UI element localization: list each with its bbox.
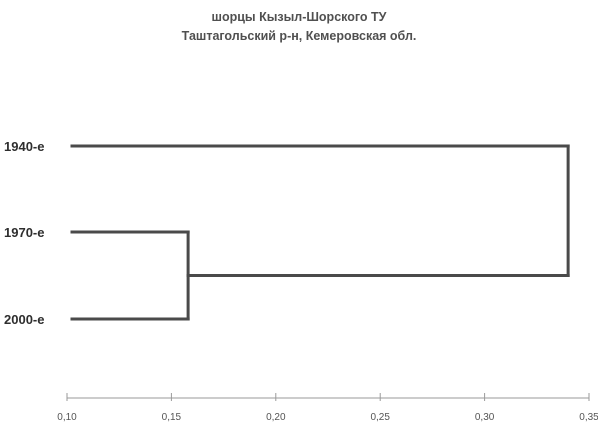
x-tick-label: 0,20	[266, 412, 286, 423]
leaf-labels: 1940-е 1970-е 2000-е	[4, 139, 44, 327]
chart-subtitle: Таштагольский р-н, Кемеровская обл.	[181, 29, 417, 43]
x-tick-label: 0,15	[162, 412, 182, 423]
leaf-label: 1970-е	[4, 225, 44, 240]
chart-title: шорцы Кызыл-Шорского ТУ	[211, 10, 387, 24]
x-axis: 0,10 0,15 0,20 0,25 0,30 0,35	[57, 393, 598, 423]
x-tick-label: 0,10	[57, 412, 77, 423]
x-tick-label: 0,35	[579, 412, 598, 423]
x-tick-label: 0,30	[475, 412, 495, 423]
leaf-label: 2000-е	[4, 312, 44, 327]
leaf-label: 1940-е	[4, 139, 44, 154]
x-tick-label: 0,25	[370, 412, 390, 423]
dendrogram-links	[70, 144, 570, 321]
